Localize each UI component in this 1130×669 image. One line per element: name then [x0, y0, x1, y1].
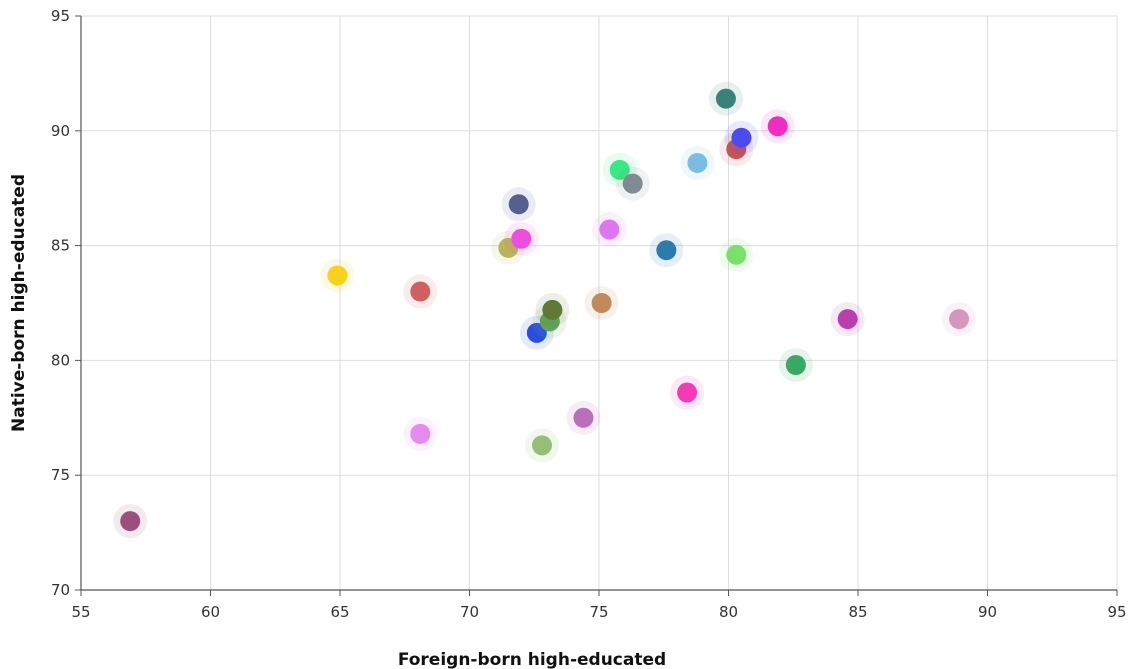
- x-tick-label: 70: [460, 603, 479, 621]
- point-marker[interactable]: [656, 240, 677, 261]
- x-tick-label: 75: [589, 603, 608, 621]
- point-marker[interactable]: [731, 127, 752, 148]
- point-marker[interactable]: [511, 228, 532, 249]
- point-marker[interactable]: [687, 152, 708, 173]
- data-point[interactable]: [519, 315, 554, 350]
- point-marker[interactable]: [120, 511, 141, 532]
- point-marker[interactable]: [677, 382, 698, 403]
- data-point[interactable]: [778, 347, 813, 382]
- data-point[interactable]: [113, 504, 148, 539]
- data-point[interactable]: [566, 400, 601, 435]
- point-marker[interactable]: [726, 244, 747, 265]
- data-points: [113, 81, 977, 539]
- point-marker[interactable]: [573, 407, 594, 428]
- point-marker[interactable]: [508, 194, 529, 215]
- data-point[interactable]: [403, 416, 438, 451]
- x-tick-label: 80: [719, 603, 738, 621]
- x-tick-label: 60: [201, 603, 220, 621]
- y-tick-label: 95: [51, 7, 70, 25]
- y-tick-label: 80: [51, 351, 70, 369]
- data-point[interactable]: [615, 166, 650, 201]
- y-axis-ticks: 70 75 80 85 90 95: [51, 7, 81, 599]
- x-tick-label: 95: [1107, 603, 1126, 621]
- data-point[interactable]: [535, 292, 570, 327]
- x-tick-label: 90: [978, 603, 997, 621]
- x-axis-title: Foreign-born high-educated: [398, 650, 666, 669]
- y-tick-label: 75: [51, 466, 70, 484]
- data-point[interactable]: [830, 302, 865, 337]
- point-marker[interactable]: [599, 219, 620, 240]
- point-marker[interactable]: [532, 435, 553, 456]
- y-tick-label: 70: [51, 581, 70, 599]
- data-point[interactable]: [501, 187, 536, 222]
- data-point[interactable]: [760, 109, 795, 144]
- point-marker[interactable]: [949, 309, 970, 330]
- point-marker[interactable]: [591, 293, 612, 313]
- data-point[interactable]: [504, 221, 539, 256]
- point-marker[interactable]: [767, 116, 788, 137]
- data-point[interactable]: [525, 428, 560, 463]
- grid-lines: [81, 15, 1118, 590]
- data-point[interactable]: [649, 233, 684, 268]
- data-point[interactable]: [584, 286, 619, 320]
- y-tick-label: 85: [51, 237, 70, 255]
- data-point[interactable]: [403, 274, 438, 309]
- point-marker[interactable]: [837, 309, 858, 330]
- x-axis-ticks: 55 60 65 70 75 80 85 90 95: [71, 590, 1127, 621]
- y-axis-title: Native-born high-educated: [9, 174, 29, 432]
- point-marker[interactable]: [715, 88, 736, 109]
- data-point[interactable]: [942, 302, 977, 337]
- point-marker[interactable]: [410, 281, 431, 302]
- point-marker[interactable]: [526, 322, 547, 343]
- data-point[interactable]: [708, 81, 743, 116]
- y-tick-label: 90: [51, 122, 70, 140]
- point-marker[interactable]: [785, 354, 806, 375]
- x-tick-label: 65: [330, 603, 349, 621]
- point-marker[interactable]: [327, 265, 348, 286]
- point-marker[interactable]: [609, 159, 630, 180]
- x-tick-label: 85: [848, 603, 867, 621]
- data-point[interactable]: [320, 258, 355, 293]
- data-point[interactable]: [724, 120, 759, 155]
- data-point[interactable]: [719, 237, 754, 272]
- data-point[interactable]: [670, 375, 705, 410]
- data-point[interactable]: [592, 212, 627, 247]
- point-marker[interactable]: [622, 173, 643, 194]
- point-marker[interactable]: [542, 299, 563, 320]
- point-marker[interactable]: [410, 423, 431, 444]
- x-tick-label: 55: [71, 603, 90, 621]
- data-point[interactable]: [680, 145, 715, 180]
